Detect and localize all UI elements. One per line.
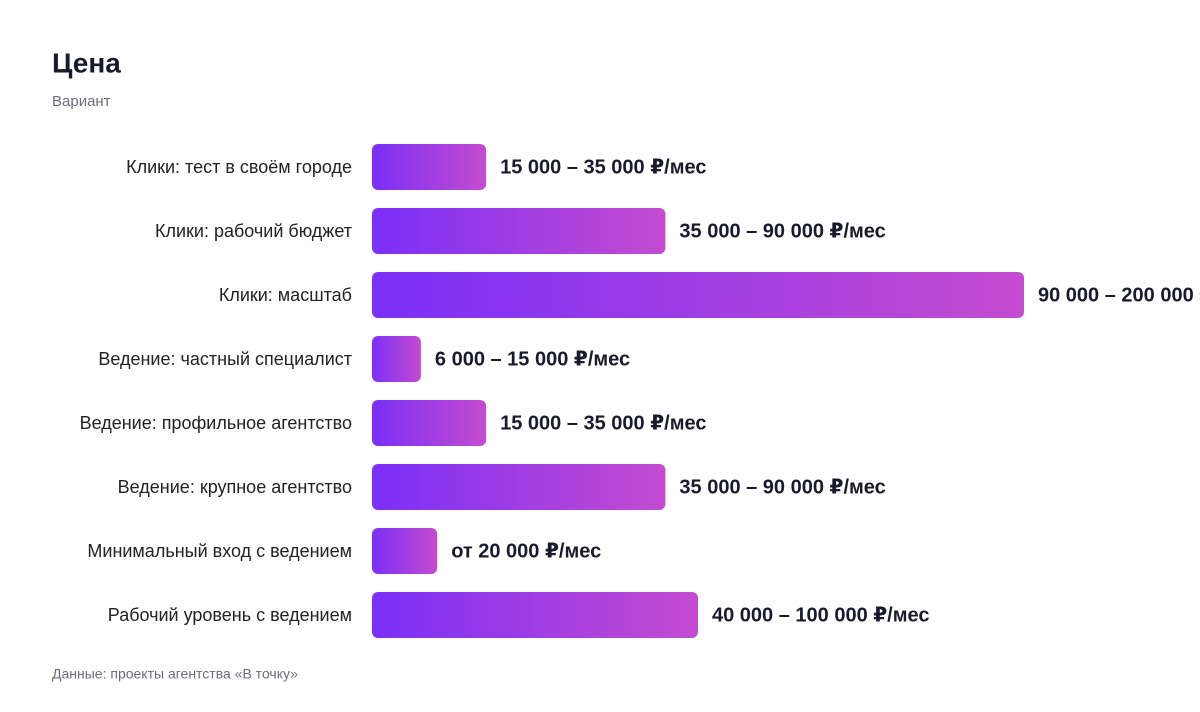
value-label: от 20 000 ₽/мес [451,540,601,562]
chart-subtitle: Вариант [52,93,111,110]
value-label: 40 000 – 100 000 ₽/мес [712,604,930,626]
bar [372,272,1024,318]
source-note: Данные: проекты агентства «В точку» [52,666,298,682]
value-label: 35 000 – 90 000 ₽/мес [679,476,885,498]
category-label: Ведение: частный специалист [98,349,352,369]
value-label: 90 000 – 200 000 ₽/мес [1038,284,1200,306]
category-label: Минимальный вход с ведением [87,541,352,561]
category-label: Ведение: крупное агентство [118,477,352,497]
category-label: Клики: масштаб [219,285,352,305]
value-label: 15 000 – 35 000 ₽/мес [500,412,706,434]
bar [372,336,421,382]
bar [372,592,698,638]
bar [372,144,487,190]
chart-title: Цена [52,47,121,78]
bar [372,528,438,574]
value-label: 35 000 – 90 000 ₽/мес [679,220,885,242]
value-label: 15 000 – 35 000 ₽/мес [500,156,706,178]
bar [372,400,487,446]
category-label: Клики: тест в своём городе [126,157,352,177]
category-label: Рабочий уровень с ведением [108,605,352,625]
bar [372,464,666,510]
category-label: Ведение: профильное агентство [80,413,352,433]
category-label: Клики: рабочий бюджет [155,221,352,241]
bar [372,208,666,254]
value-label: 6 000 – 15 000 ₽/мес [435,348,630,370]
